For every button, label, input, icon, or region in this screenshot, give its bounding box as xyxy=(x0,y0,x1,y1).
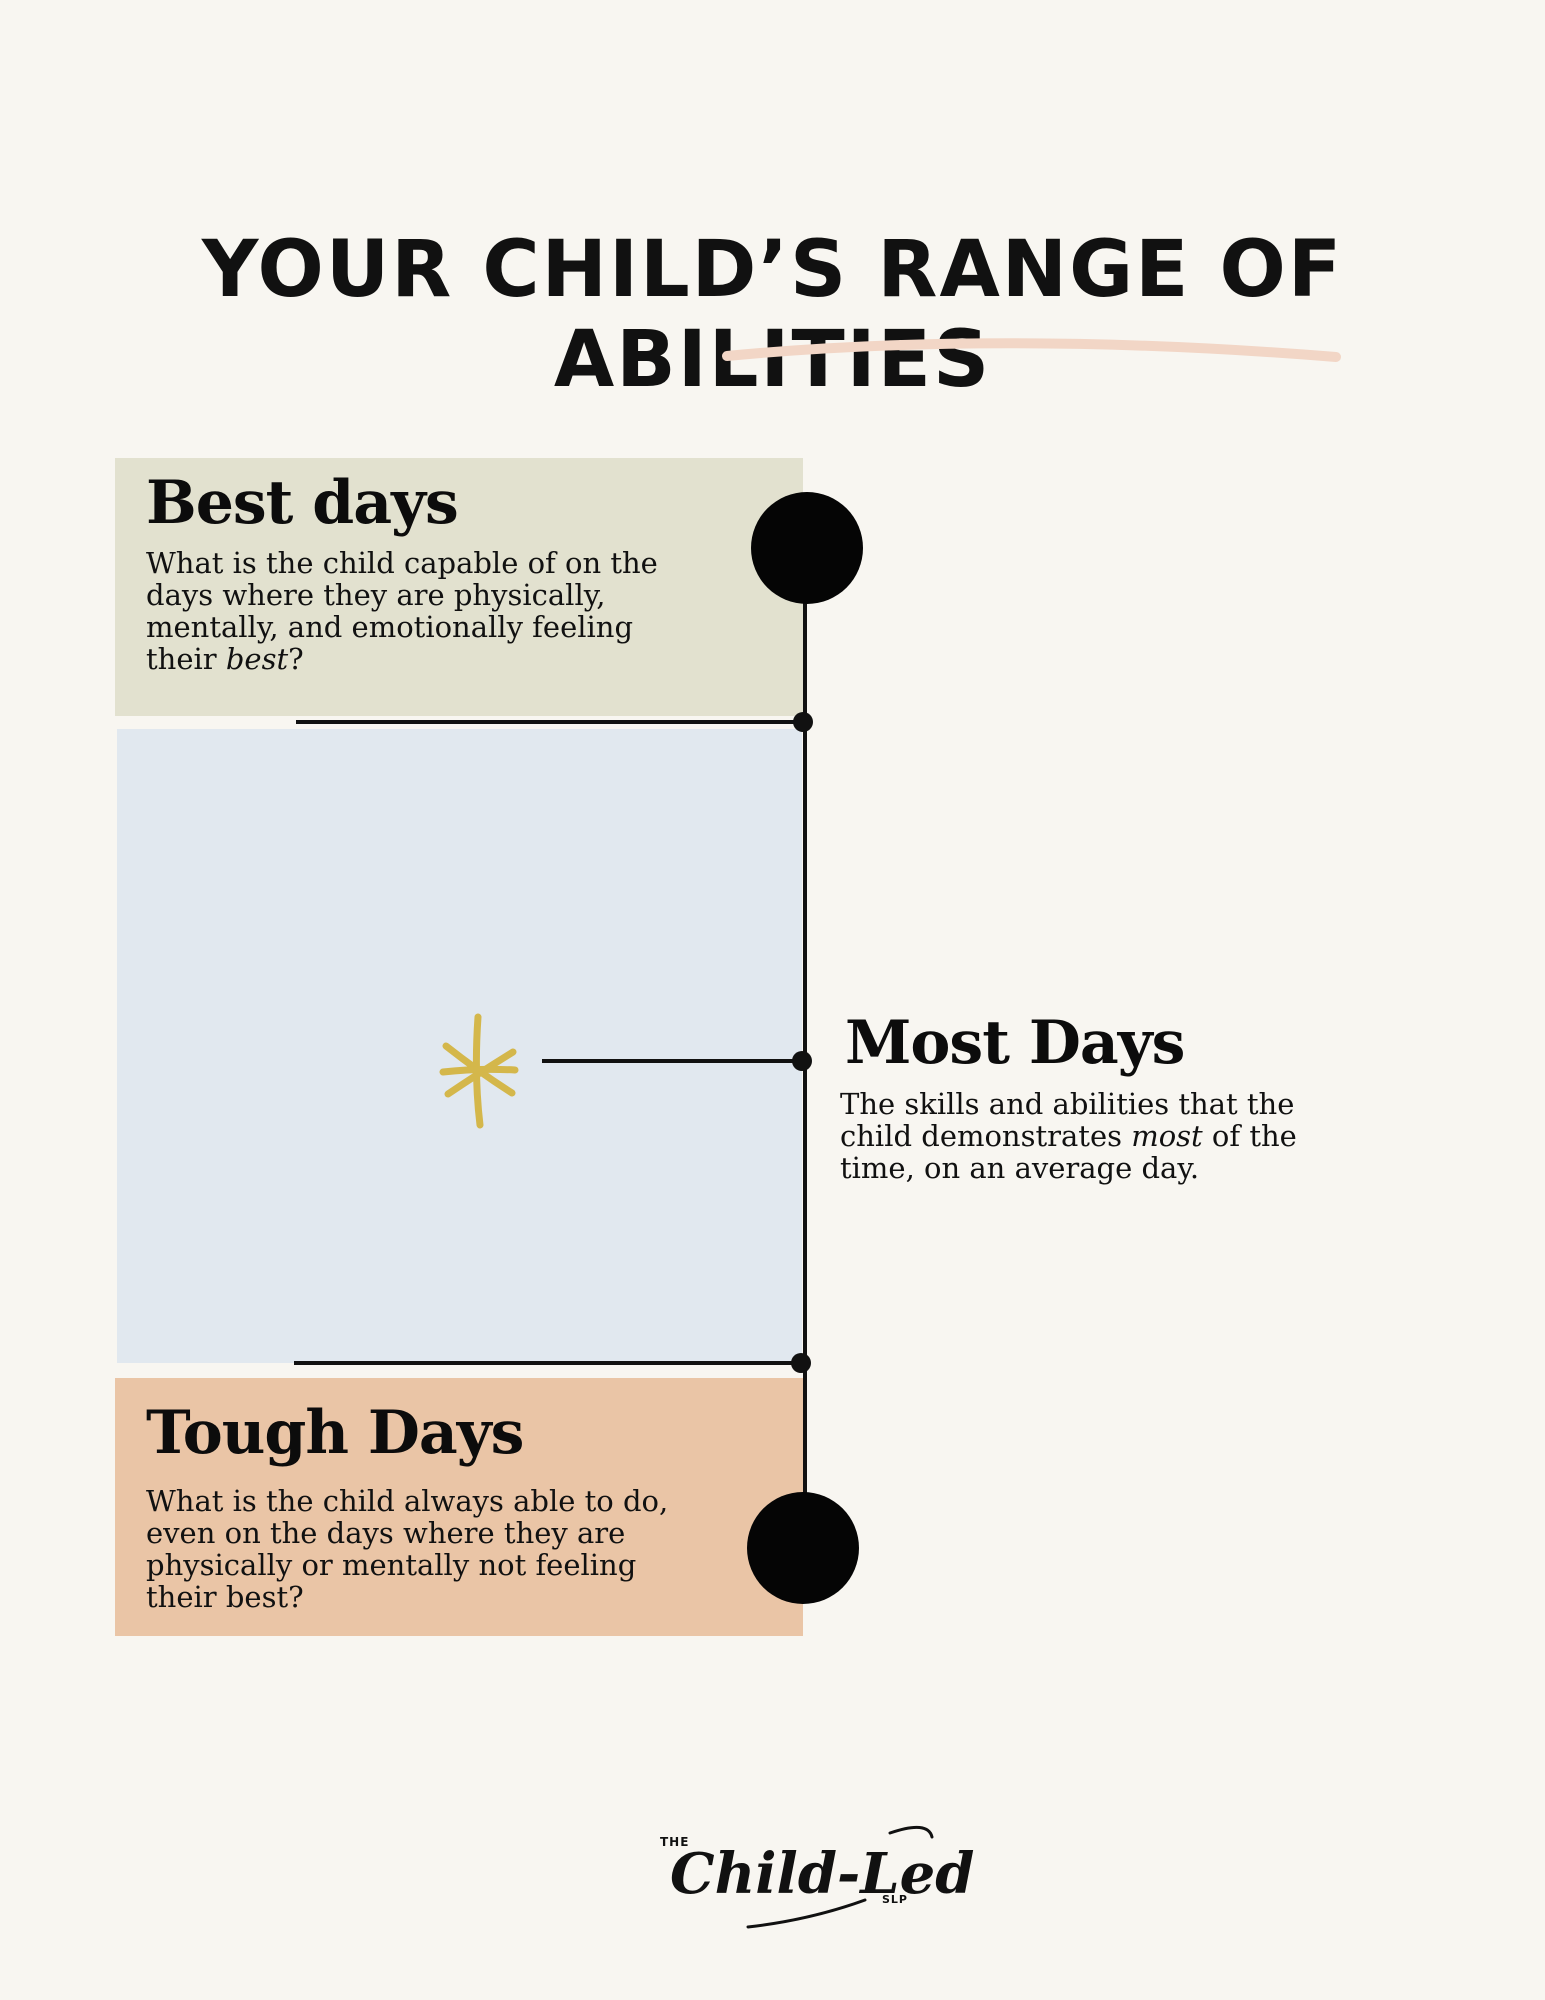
tough-days-marker xyxy=(747,1492,859,1604)
tough-divider-dot xyxy=(791,1353,811,1373)
best-days-description: What is the child capable of on the days… xyxy=(146,546,658,676)
tough-days-box xyxy=(115,1378,803,1636)
logo-the-text: THE xyxy=(660,1835,690,1849)
best-divider-dot xyxy=(793,712,813,732)
title-underline xyxy=(722,338,1341,362)
most-days-description: The skills and abilities that the child … xyxy=(840,1087,1297,1185)
best-days-marker xyxy=(751,492,863,604)
logo-name-text: Child-Led xyxy=(670,1841,975,1907)
sparkle-star-icon xyxy=(439,1013,519,1129)
logo-slp-text: SLP xyxy=(882,1893,908,1906)
best-days-heading: Best days xyxy=(146,468,459,538)
page-title: YOUR CHILD’S RANGE OF ABILITIES xyxy=(201,225,1344,405)
most-days-heading: Most Days xyxy=(845,1008,1185,1078)
best-days-box xyxy=(115,458,803,716)
most-days-dot xyxy=(792,1051,812,1071)
most-days-box xyxy=(117,729,802,1363)
child-led-slp-logo: THE Child-Led SLP xyxy=(660,1815,974,1935)
tough-days-heading: Tough Days xyxy=(146,1398,524,1468)
tough-days-description: What is the child always able to do, eve… xyxy=(146,1484,669,1614)
logo-swoosh-icon xyxy=(746,1825,934,1929)
